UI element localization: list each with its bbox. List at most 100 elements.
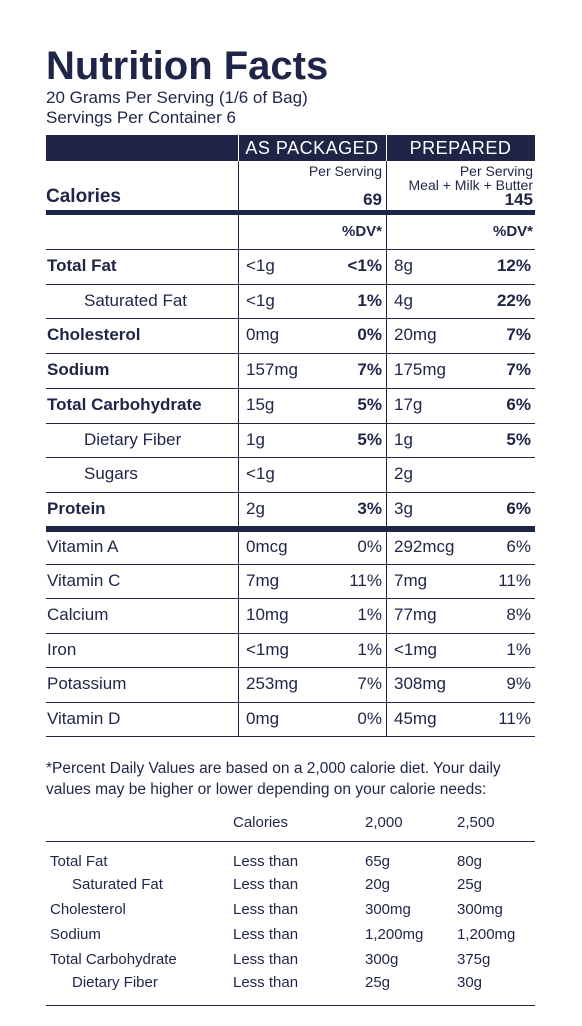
amount: 253mg	[246, 674, 298, 694]
per-serving: Per Serving	[308, 163, 382, 179]
daily-value: 0%	[357, 536, 382, 556]
amount: 4g	[394, 290, 413, 310]
reference-value: 300mg	[457, 901, 503, 918]
column-divider	[386, 135, 387, 737]
amount: 17g	[394, 394, 423, 414]
dv-header: %DV*	[492, 223, 533, 240]
nutrient-name: Cholesterol	[47, 325, 141, 345]
nutrient-name: Calcium	[47, 605, 109, 625]
reference-value: Less than	[233, 974, 299, 991]
nutrient-name: Total Fat	[47, 256, 117, 275]
reference-value: 25g	[457, 876, 483, 893]
amount: 0mg	[246, 708, 280, 728]
nutrient-name: Saturated Fat	[84, 290, 188, 310]
amount: 8g	[394, 256, 413, 275]
amount: 1g	[246, 429, 265, 449]
nutrient-name: Iron	[47, 639, 77, 659]
rule	[46, 135, 535, 161]
reference-value: 375g	[457, 951, 491, 968]
nutrient-name: Dietary Fiber	[84, 429, 182, 449]
rule	[46, 736, 535, 737]
reference-value: 1,200mg	[457, 926, 516, 943]
rule	[46, 318, 535, 320]
daily-value: 11%	[349, 571, 382, 590]
daily-value: 22%	[496, 290, 531, 310]
amount: 3g	[394, 498, 413, 518]
daily-value: 6%	[506, 536, 531, 556]
daily-value: 7%	[357, 674, 382, 694]
column-title: PREPARED	[409, 138, 512, 158]
reference-nutrient: Sodium	[50, 926, 101, 943]
reference-nutrient: Total Carbohydrate	[50, 951, 177, 968]
daily-value: 6%	[506, 394, 531, 414]
amount: 15g	[246, 394, 275, 414]
amount: 157mg	[246, 360, 298, 380]
daily-value: 7%	[506, 325, 531, 345]
rule	[46, 353, 535, 355]
daily-value: 0%	[357, 708, 382, 728]
nutrient-name: Total Carbohydrate	[47, 394, 202, 414]
rule	[46, 525, 535, 532]
amount: 0mcg	[246, 536, 288, 556]
rule	[46, 632, 535, 634]
nutrient-name: Sodium	[47, 360, 110, 380]
calories-label: Calories	[46, 186, 121, 207]
nutrient-name: Potassium	[47, 674, 127, 694]
reference-nutrient: Dietary Fiber	[72, 974, 158, 991]
daily-value: 1%	[357, 605, 382, 625]
nutrient-name: Sugars	[84, 464, 138, 484]
daily-value: 9%	[506, 674, 531, 694]
daily-value: 5%	[357, 429, 382, 449]
amount: 7mg	[246, 571, 280, 590]
reference-value: 25g	[365, 974, 391, 991]
reference-value: 65g	[365, 853, 391, 870]
reference-nutrient: Saturated Fat	[72, 876, 163, 893]
column-divider	[238, 135, 239, 737]
daily-value: 5%	[506, 429, 531, 449]
amount: 45mg	[394, 708, 437, 728]
daily-value: 1%	[357, 290, 382, 310]
reference-header: 2,000	[365, 814, 403, 831]
prepared-note: Meal + Milk + Butter	[408, 177, 534, 193]
reference-header: Calories	[233, 814, 289, 831]
column-divider	[238, 135, 239, 161]
amount: 10mg	[246, 605, 289, 625]
daily-value: 6%	[506, 498, 531, 518]
amount: 2g	[394, 464, 413, 484]
amount: 7mg	[394, 571, 428, 590]
reference-value: Less than	[233, 876, 299, 893]
dv-header: %DV*	[341, 223, 382, 240]
reference-nutrient: Cholesterol	[50, 901, 126, 918]
rule	[46, 283, 535, 285]
rule	[46, 841, 535, 842]
title: Nutrition Facts	[46, 44, 329, 88]
reference-value: 30g	[457, 974, 483, 991]
reference-value: 300mg	[365, 901, 411, 918]
amount: 292mcg	[394, 536, 455, 556]
reference-value: 80g	[457, 853, 483, 870]
rule	[46, 422, 535, 424]
servings: Servings Per Container 6	[46, 108, 236, 127]
rule	[46, 457, 535, 459]
amount: <1mg	[246, 639, 289, 659]
per-serving: Per Serving	[459, 163, 533, 179]
amount: 20mg	[394, 325, 437, 345]
amount: <1g	[246, 464, 275, 484]
rule	[46, 387, 535, 389]
reference-value: 20g	[365, 876, 391, 893]
amount: 308mg	[394, 674, 446, 694]
rule	[46, 701, 535, 703]
amount: 77mg	[394, 605, 437, 625]
column-divider	[386, 135, 387, 161]
daily-value: 11%	[498, 571, 531, 590]
daily-value: 5%	[357, 394, 382, 414]
rule	[46, 564, 535, 565]
amount: 2g	[246, 498, 265, 518]
reference-value: Less than	[233, 926, 299, 943]
daily-value: 11%	[498, 708, 531, 728]
reference-value: Less than	[233, 901, 299, 918]
rule	[46, 598, 535, 600]
rule	[46, 1005, 535, 1006]
reference-value: Less than	[233, 853, 299, 870]
